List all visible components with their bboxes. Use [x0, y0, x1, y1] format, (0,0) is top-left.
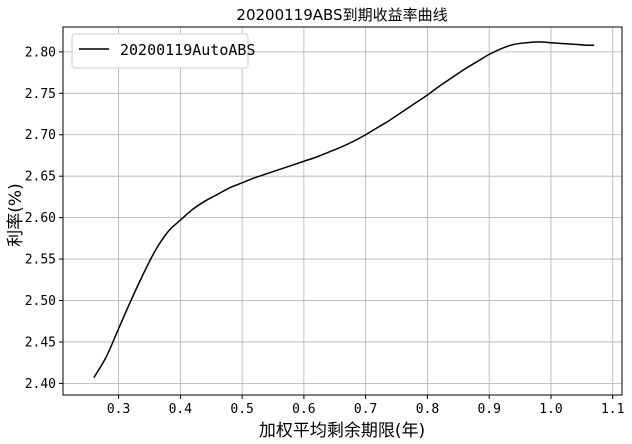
- chart-title: 20200119ABS到期收益率曲线: [236, 6, 447, 24]
- x-tick-label: 1.1: [601, 402, 624, 417]
- y-tick-label: 2.40: [25, 377, 56, 392]
- x-tick-label: 0.3: [107, 402, 130, 417]
- x-axis-label: 加权平均剩余期限(年): [259, 421, 425, 441]
- x-tick-label: 0.4: [169, 402, 193, 417]
- legend: 20200119AutoABS: [71, 33, 255, 69]
- y-tick-label: 2.60: [25, 211, 56, 226]
- ticks: 0.3 0.4 0.5 0.6 0.7 0.8 0.9 1.0 1.1 2.40 2.45 2.50 2…: [25, 45, 625, 417]
- y-axis-label: 利率(%): [6, 183, 26, 246]
- y-tick-label: 2.55: [25, 253, 56, 268]
- y-tick-label: 2.65: [25, 170, 56, 185]
- legend-box: [71, 33, 249, 69]
- y-tick-label: 2.70: [25, 128, 56, 143]
- series: [93, 41, 595, 378]
- x-tick-label: 0.6: [292, 402, 315, 417]
- y-tick-label: 2.45: [25, 335, 56, 350]
- x-tick-label: 0.9: [477, 402, 500, 417]
- series-line: [93, 41, 595, 378]
- y-tick-label: 2.80: [25, 45, 56, 60]
- x-tick-label: 0.5: [230, 402, 253, 417]
- x-tick-label: 1.0: [539, 402, 562, 417]
- y-tick-label: 2.75: [25, 87, 56, 102]
- x-tick-label: 0.8: [416, 402, 439, 417]
- plot-frame: [62, 26, 623, 396]
- grid: [63, 27, 622, 395]
- y-tick-label: 2.50: [25, 294, 56, 309]
- legend-entry-label: 20200119AutoABS: [120, 41, 255, 59]
- x-tick-label: 0.7: [354, 402, 377, 417]
